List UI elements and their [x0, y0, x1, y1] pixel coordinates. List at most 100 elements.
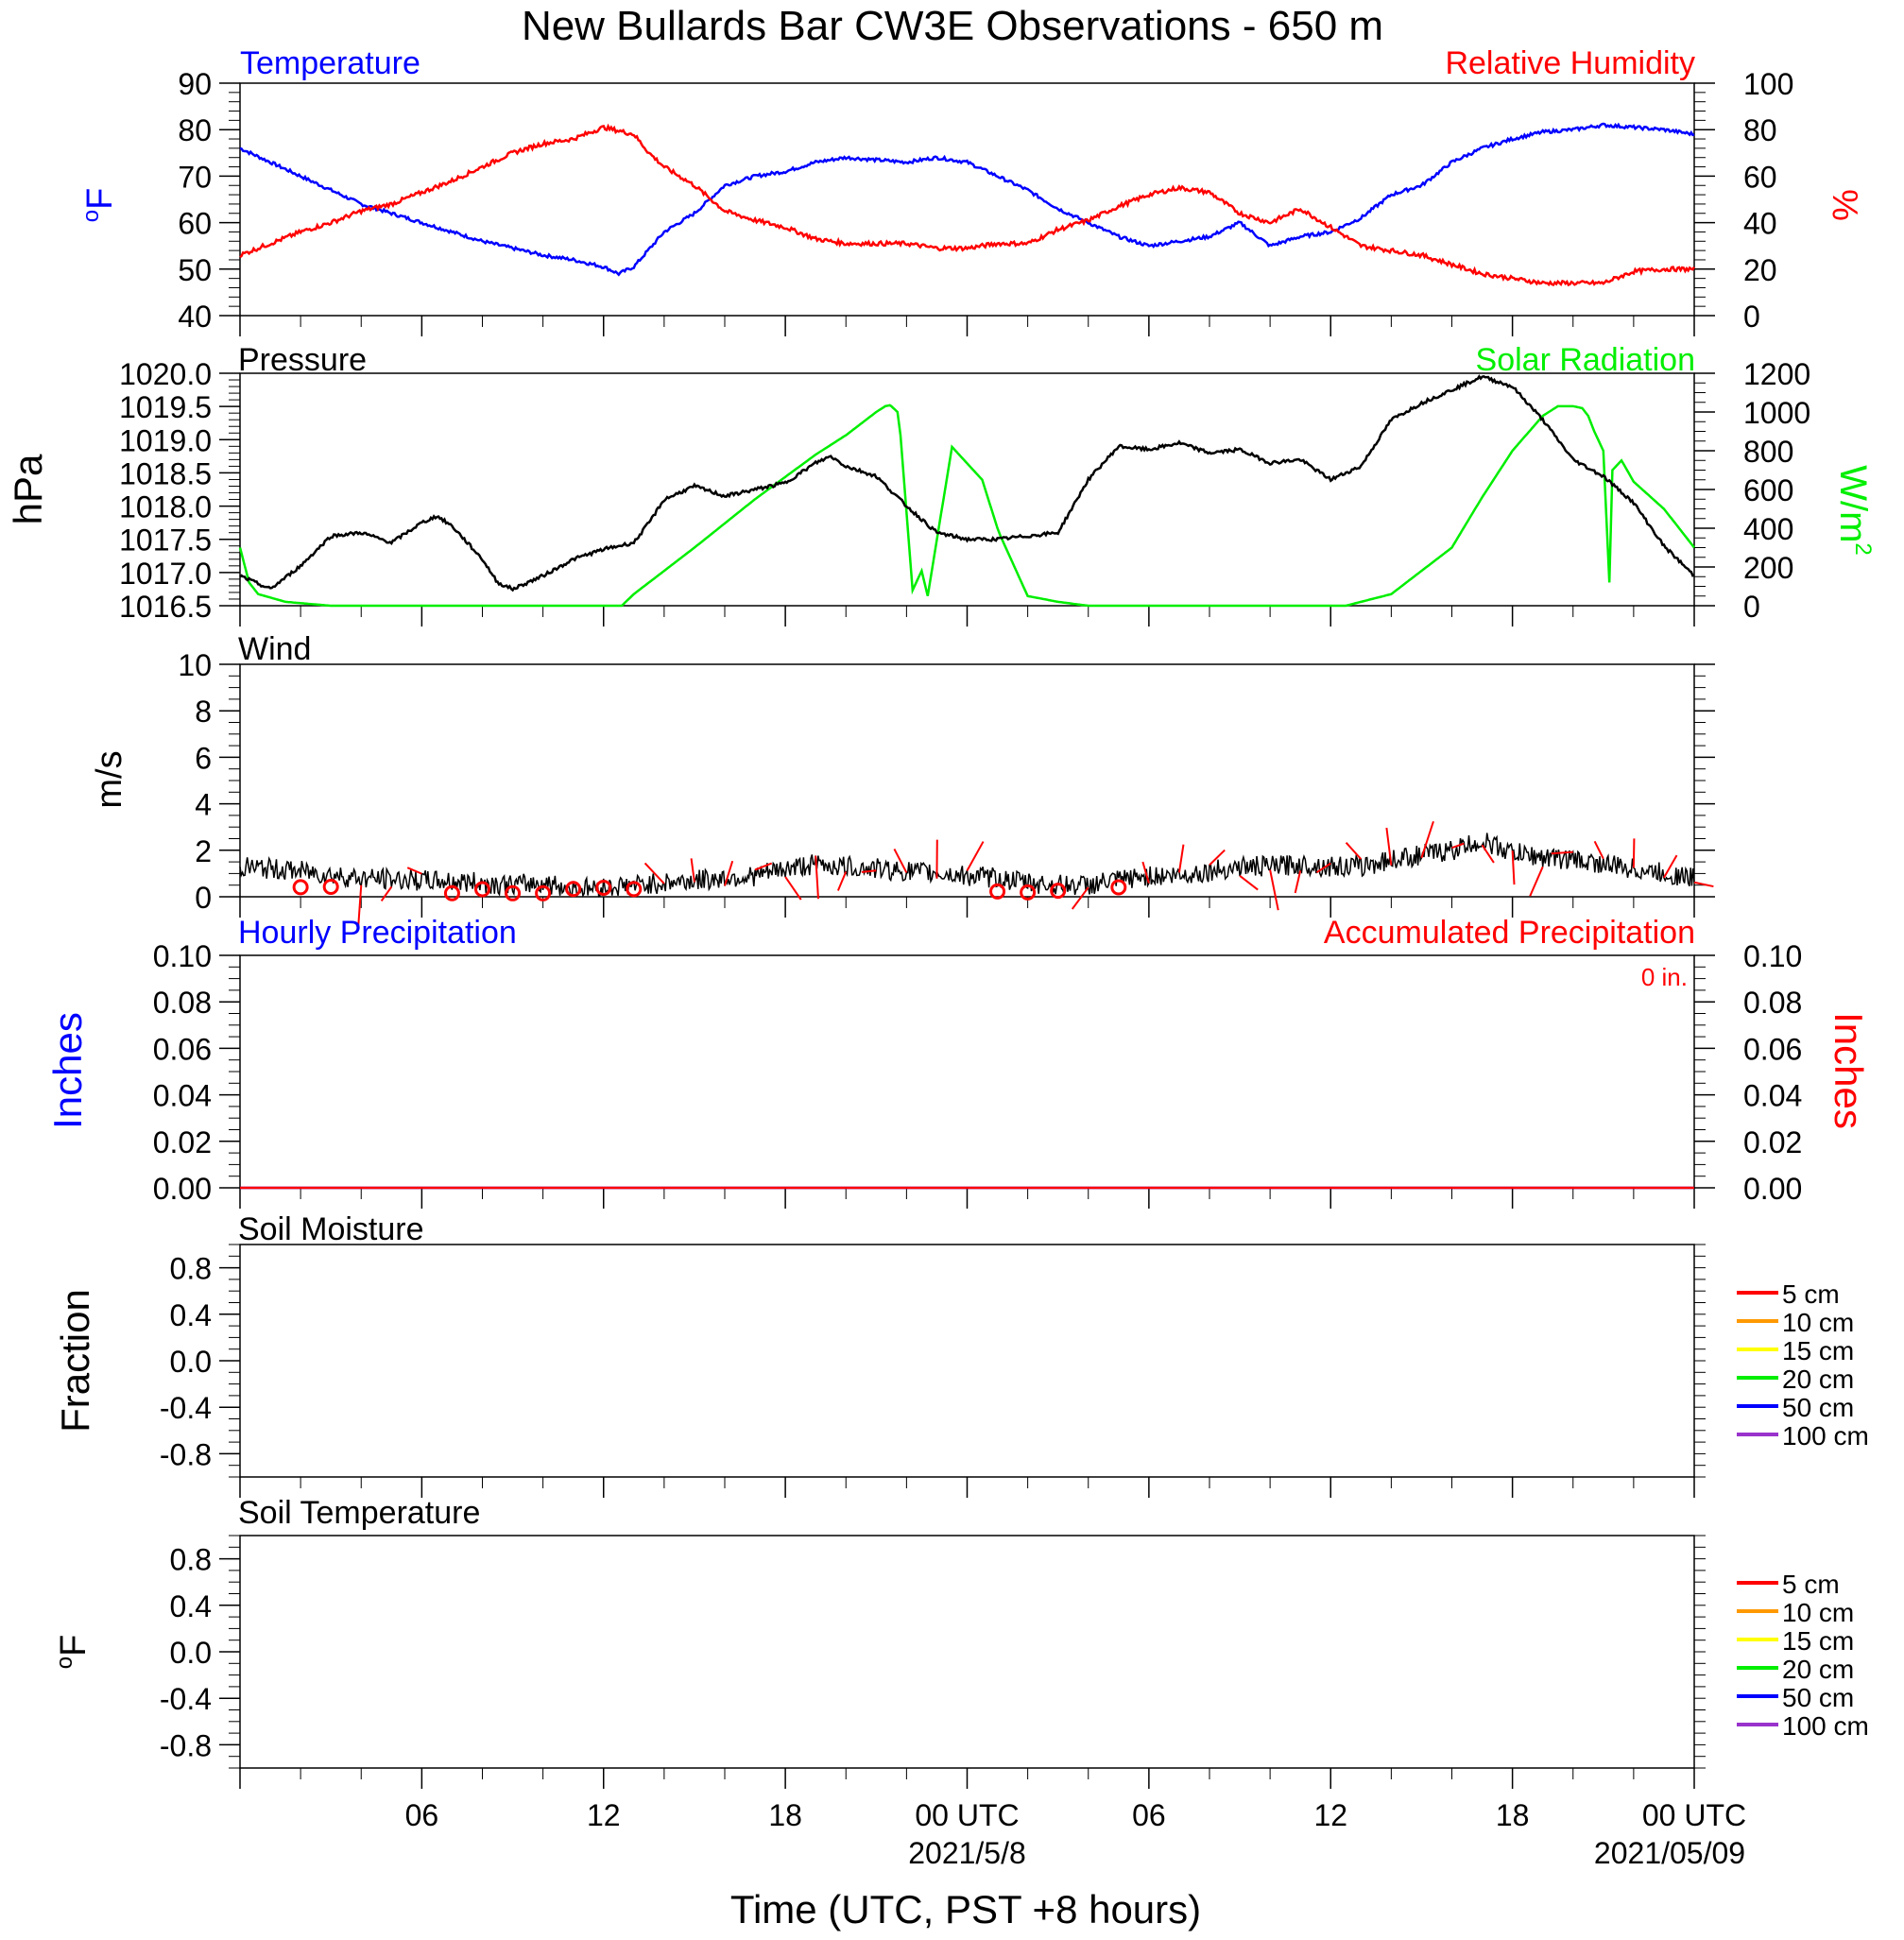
panel2-left-tick-label: 1019.0: [119, 423, 212, 457]
svg-text:W/m2: W/m2: [1832, 465, 1876, 556]
panel5-left-tick-label: -0.8: [160, 1437, 212, 1471]
legend-label: 50 cm: [1782, 1393, 1854, 1422]
calm-wind-marker: [505, 884, 522, 901]
wind-direction-barb: [861, 869, 877, 873]
panel1-left-tick-label: 60: [178, 207, 212, 241]
humidity-line: [239, 123, 1696, 287]
panel2-left-tick-label: 1016.5: [119, 590, 212, 624]
wind-direction-barb: [643, 862, 665, 884]
solar-radiation-line: [238, 403, 1695, 608]
wind-direction-barb: [836, 871, 848, 891]
calm-wind-marker: [595, 879, 612, 896]
wind-direction-barb: [893, 848, 908, 873]
x-date-label: 2021/05/09: [1594, 1836, 1745, 1870]
soil-temperature-panel: Soil Temperature oF -0.8 -0.4 0.0 0.4 0.8 5 …: [52, 1495, 1869, 1789]
legend-label: 100 cm: [1782, 1421, 1869, 1451]
wind-direction-barb: [1663, 854, 1678, 879]
temperature-title: Temperature: [240, 45, 420, 81]
pressure-solar-plot: 1016.51017.01017.51018.01018.51019.01019…: [119, 357, 1810, 627]
calm-wind-marker: [322, 878, 339, 895]
precipitation-panel: Hourly Precipitation Accumulated Precipi…: [45, 915, 1871, 1209]
wind-direction-barb: [1385, 827, 1393, 866]
x-tick-label: 18: [768, 1798, 802, 1832]
legend-label: 15 cm: [1782, 1626, 1854, 1656]
panel5-left-tick-label: -0.4: [160, 1391, 212, 1425]
panel4-right-tick-label: 0.06: [1743, 1032, 1802, 1066]
panel6-left-tick-label: 0.8: [170, 1543, 212, 1577]
legend-label: 15 cm: [1782, 1336, 1854, 1365]
x-axis-title: Time (UTC, PST +8 hours): [730, 1887, 1201, 1931]
legend-label: 5 cm: [1782, 1279, 1840, 1309]
pressure-solar-panel: Pressure Solar Radiation hPa W/m2 1016.5…: [6, 342, 1876, 627]
x-date-label: 2021/5/8: [908, 1836, 1026, 1870]
panel2-frame: [239, 372, 1695, 607]
panel3-left-tick-label: 2: [195, 834, 212, 868]
panel1-frame: [239, 82, 1695, 317]
panel1-left-tick-label: 70: [178, 160, 212, 194]
soil-temp-unit-degree: o: [52, 1657, 77, 1669]
calm-wind-marker: [1020, 884, 1037, 901]
calm-wind-marker: [443, 884, 460, 901]
panel2-left-tick-label: 1017.0: [119, 557, 212, 591]
legend-label: 10 cm: [1782, 1308, 1854, 1337]
panel1-right-tick-label: 40: [1743, 207, 1777, 241]
wind-direction-barb: [724, 860, 734, 886]
panel4-left-tick-label: 0.04: [153, 1079, 212, 1113]
legend-label: 100 cm: [1782, 1711, 1869, 1741]
legend-label: 20 cm: [1782, 1365, 1854, 1394]
panel2-right-tick-label: 1000: [1743, 396, 1810, 430]
solar-unit-main: W/m: [1832, 465, 1874, 542]
panel4-right-tick-label: 0.02: [1743, 1125, 1802, 1159]
panel2-left-tick-label: 1018.5: [119, 456, 212, 490]
x-tick-label: 06: [405, 1798, 439, 1832]
wind-title: Wind: [238, 631, 311, 667]
panel6-left-tick-label: -0.4: [160, 1682, 212, 1716]
accum-precip-ylabel: Inches: [1827, 1012, 1871, 1129]
legend-label: 50 cm: [1782, 1683, 1854, 1712]
wind-direction-barb: [1209, 849, 1226, 867]
x-tick-label: 00 UTC: [915, 1798, 1019, 1832]
solar-ylabel: W/m2: [1832, 465, 1876, 556]
panel4-right-tick-label: 0.04: [1743, 1079, 1802, 1113]
calm-wind-marker: [565, 881, 582, 898]
wind-direction-barb: [1071, 886, 1089, 910]
wind-direction-barb: [1345, 842, 1363, 860]
wind-direction-barb: [1451, 842, 1465, 850]
calm-wind-marker: [535, 884, 552, 901]
panel3-left-tick-label: 10: [178, 648, 212, 682]
panel1-right-tick-label: 80: [1743, 113, 1777, 147]
calm-wind-marker: [989, 883, 1006, 900]
hourly-precip-title: Hourly Precipitation: [238, 915, 517, 951]
wind-direction-barb: [1693, 881, 1714, 888]
wind-direction-barb: [966, 841, 985, 871]
wind-direction-barb: [1315, 862, 1331, 874]
panel2-right-tick-label: 400: [1743, 512, 1793, 546]
wind-direction-barb: [406, 867, 422, 875]
humidity-ylabel: %: [1825, 189, 1864, 221]
wind-direction-barb: [1177, 844, 1185, 873]
panel1-right-tick-label: 100: [1743, 67, 1793, 101]
temperature-unit-degree: o: [78, 210, 104, 222]
solar-title: Solar Radiation: [1476, 342, 1695, 378]
legend-label: 5 cm: [1782, 1570, 1840, 1599]
solar-unit-exponent: 2: [1850, 542, 1876, 555]
panel6-frame: [239, 1535, 1695, 1769]
panel2-right-tick-label: 200: [1743, 551, 1793, 585]
soil-temperature-ylabel: oF: [52, 1635, 94, 1670]
panel3-left-tick-label: 6: [195, 741, 212, 775]
panel1-right-tick-label: 20: [1743, 253, 1777, 287]
panel5-frame: [239, 1244, 1695, 1478]
figure-title: New Bullards Bar CW3E Observations - 650…: [522, 3, 1383, 49]
wind-direction-barb: [1529, 866, 1544, 897]
wind-direction-barb: [1141, 861, 1150, 884]
panel4-left-tick-label: 0.06: [153, 1032, 212, 1066]
wind-direction-barb: [1294, 870, 1302, 894]
panel6-left-tick-label: -0.8: [160, 1728, 212, 1762]
x-tick-label: 06: [1132, 1798, 1166, 1832]
x-axis-labels: 06 12 18 00 UTC 06 12 18 00 UTC 2021/5/8 2021/05/…: [405, 1798, 1747, 1870]
panel2-right-tick-label: 800: [1743, 435, 1793, 469]
x-tick-label: 00 UTC: [1642, 1798, 1746, 1832]
